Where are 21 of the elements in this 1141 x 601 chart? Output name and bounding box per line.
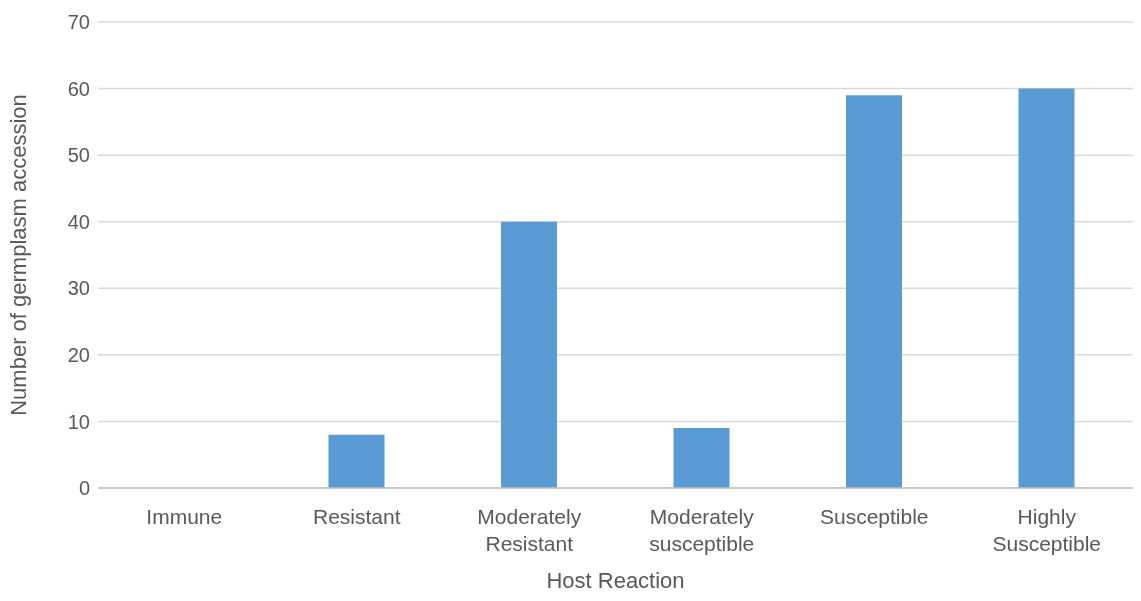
y-tick-label: 70 <box>67 11 90 34</box>
x-tick-label: Susceptible <box>819 505 929 528</box>
y-tick-label: 40 <box>67 210 90 233</box>
bar <box>846 95 902 488</box>
x-tick-label: Resistant <box>312 505 401 528</box>
y-tick-label: 0 <box>78 477 90 500</box>
y-axis-title: Number of germplasm accession <box>5 94 31 416</box>
x-axis-title: Host Reaction <box>546 568 685 593</box>
x-tick-label: Moderately susceptible <box>649 505 755 555</box>
y-tick-label: 30 <box>67 277 90 300</box>
bar <box>1018 88 1075 488</box>
x-tick-label: Immune <box>146 505 223 528</box>
bar <box>328 434 385 488</box>
bar <box>673 428 730 488</box>
y-tick-label: 50 <box>67 144 90 167</box>
bar <box>501 221 557 488</box>
y-tick-label: 60 <box>67 77 90 100</box>
x-tick-label: Highly Susceptible <box>992 505 1102 555</box>
y-tick-label: 10 <box>67 410 90 433</box>
x-tick-label: Moderately Resistant <box>477 505 582 555</box>
y-tick-label: 20 <box>67 343 90 366</box>
